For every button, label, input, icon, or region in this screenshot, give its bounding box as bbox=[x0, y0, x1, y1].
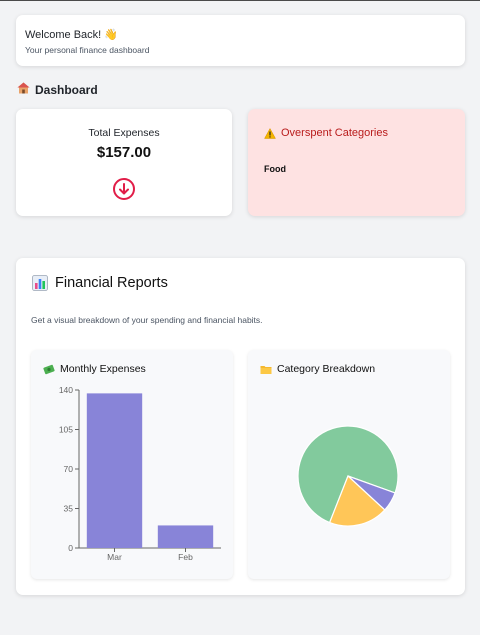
y-tick-label: 105 bbox=[59, 425, 73, 435]
x-tick-label: Mar bbox=[107, 552, 122, 562]
money-icon bbox=[43, 364, 55, 374]
financial-reports-title-label: Financial Reports bbox=[55, 275, 168, 291]
pie-slice-0 bbox=[297, 425, 399, 524]
financial-reports-card: Financial Reports Get a visual breakdown… bbox=[16, 258, 465, 595]
monthly-expenses-card: Monthly Expenses 0 35 70 105 140 Mar Feb bbox=[31, 350, 233, 579]
y-tick-label: 35 bbox=[64, 504, 74, 514]
x-tick-label: Feb bbox=[178, 552, 193, 562]
financial-reports-subtitle: Get a visual breakdown of your spending … bbox=[31, 315, 263, 325]
overspent-categories-card: Overspent Categories Food bbox=[248, 109, 465, 216]
y-tick-label: 140 bbox=[59, 385, 73, 395]
bar-mar bbox=[86, 393, 143, 548]
dashboard-heading-label: Dashboard bbox=[35, 82, 98, 97]
folder-icon bbox=[260, 365, 272, 374]
y-tick-label: 0 bbox=[68, 543, 73, 553]
welcome-card: Welcome Back! 👋 Your personal finance da… bbox=[16, 15, 465, 66]
overspent-title-label: Overspent Categories bbox=[281, 127, 388, 139]
overspent-title: Overspent Categories bbox=[264, 127, 388, 139]
dashboard-heading: Dashboard bbox=[17, 82, 98, 97]
bar-feb bbox=[157, 525, 214, 548]
financial-reports-title: Financial Reports bbox=[32, 275, 168, 291]
monthly-expenses-title-label: Monthly Expenses bbox=[60, 363, 146, 375]
arrow-down-circle-icon bbox=[113, 178, 135, 200]
warning-icon bbox=[264, 127, 276, 139]
monthly-expenses-title: Monthly Expenses bbox=[43, 363, 146, 375]
bar-chart-icon bbox=[32, 275, 48, 291]
category-breakdown-title: Category Breakdown bbox=[260, 363, 375, 375]
house-icon bbox=[17, 82, 30, 97]
pie-slice-2 bbox=[328, 474, 386, 527]
monthly-expenses-chart: 0 35 70 105 140 Mar Feb bbox=[59, 385, 221, 562]
welcome-title: Welcome Back! 👋 bbox=[25, 29, 118, 41]
category-breakdown-title-label: Category Breakdown bbox=[277, 363, 376, 375]
total-expenses-value: $157.00 bbox=[96, 144, 152, 161]
total-expenses-card: Total Expenses $157.00 bbox=[16, 109, 232, 216]
top-border bbox=[0, 0, 480, 1]
total-expenses-label: Total Expenses bbox=[88, 127, 160, 139]
category-breakdown-card: Category Breakdown bbox=[248, 350, 450, 579]
welcome-subtitle: Your personal finance dashboard bbox=[25, 45, 150, 55]
overspent-item: Food bbox=[264, 164, 286, 174]
category-breakdown-chart bbox=[297, 425, 399, 527]
y-tick-label: 70 bbox=[64, 464, 74, 474]
